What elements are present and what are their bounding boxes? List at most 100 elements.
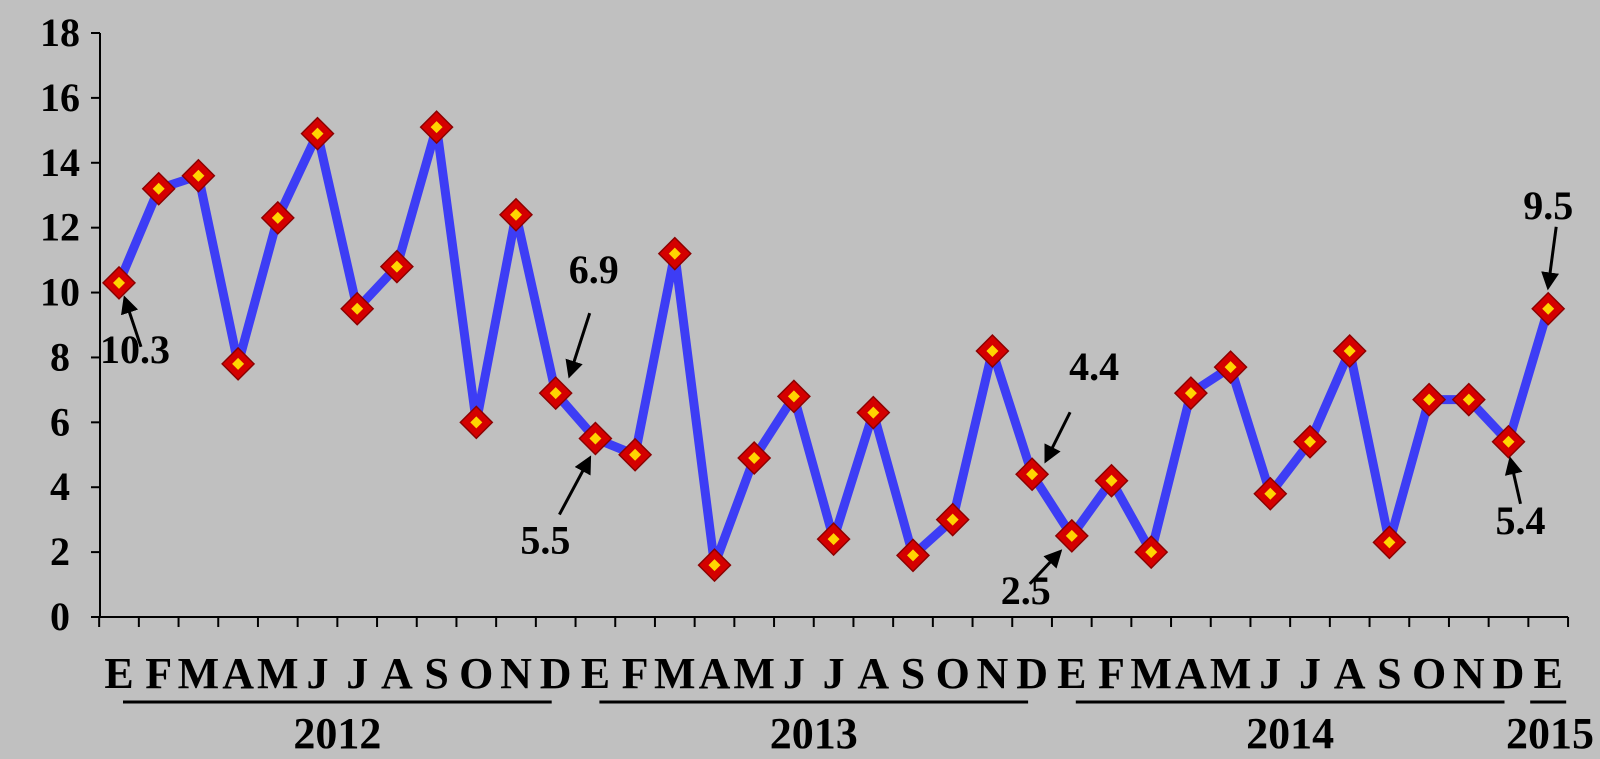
data-point-marker (935, 502, 970, 537)
y-tick-label: 14 (40, 140, 80, 185)
marker-center (311, 127, 324, 140)
x-tick-label: N (500, 649, 532, 698)
data-point-marker (141, 171, 176, 206)
x-tick-label: O (936, 649, 970, 698)
year-label: 2014 (1246, 709, 1334, 758)
annotation-label: 2.5 (1001, 568, 1051, 613)
annotation-arrow (565, 312, 592, 379)
marker-center (1264, 487, 1277, 500)
marker-center (152, 182, 165, 195)
year-label: 2015 (1506, 709, 1594, 758)
data-point-marker (379, 249, 414, 284)
x-tick-label: J (346, 649, 368, 698)
x-tick-label: E (104, 649, 133, 698)
data-point-marker (1134, 535, 1169, 570)
x-tick-label: D (1493, 649, 1525, 698)
marker-center (1383, 536, 1396, 549)
year-label: 2012 (293, 709, 381, 758)
annotation-label: 10.3 (100, 327, 170, 372)
marker-center (390, 260, 403, 273)
marker-center (946, 513, 959, 526)
data-point-marker (419, 110, 454, 145)
series-line-group (114, 122, 1553, 570)
x-tick-label: M (257, 649, 299, 698)
marker-center (271, 211, 284, 224)
marker-center (1065, 529, 1078, 542)
marker-center (1184, 387, 1197, 400)
data-point-marker (1451, 382, 1486, 417)
marker-center (1145, 546, 1158, 559)
x-tick-label: M (654, 649, 696, 698)
data-point-marker (896, 538, 930, 573)
y-tick-label: 6 (50, 399, 70, 444)
y-tick-label: 2 (50, 529, 70, 574)
data-point-marker (1015, 457, 1050, 492)
annotation-arrow (1504, 456, 1523, 505)
annotation-arrow (1044, 411, 1072, 464)
x-tick-label: D (1016, 649, 1048, 698)
data-point-marker (657, 236, 692, 271)
x-tick-label: S (424, 649, 448, 698)
y-tick-label: 4 (50, 464, 70, 509)
data-point-marker (1491, 424, 1526, 459)
x-tick-label: J (307, 649, 329, 698)
x-tick-label: S (901, 649, 925, 698)
y-tick-label: 8 (50, 334, 70, 379)
marker-center (1224, 361, 1237, 374)
marker-center (430, 121, 443, 134)
x-tick-label: M (178, 649, 220, 698)
data-point-marker (1094, 463, 1129, 498)
data-point-marker (578, 421, 613, 456)
data-point-marker (776, 379, 811, 414)
marker-center (827, 533, 840, 546)
marker-center (1423, 393, 1436, 406)
data-markers (102, 110, 1566, 583)
marker-center (1542, 302, 1555, 315)
marker-center (1462, 393, 1475, 406)
x-tick-label: J (1259, 649, 1281, 698)
data-point-marker (1332, 333, 1367, 368)
data-point-marker (816, 522, 851, 557)
marker-center (192, 169, 205, 182)
x-tick-label: O (459, 649, 493, 698)
x-tick-label: A (222, 649, 254, 698)
marker-center (1105, 474, 1118, 487)
data-point-marker (1372, 525, 1407, 560)
annotation-label: 5.4 (1496, 498, 1546, 543)
y-tick-label: 16 (40, 75, 80, 120)
marker-center (986, 344, 999, 357)
x-tick-label: M (733, 649, 775, 698)
data-point-marker (1531, 291, 1566, 326)
x-tick-label: M (1210, 649, 1252, 698)
chart-axes (99, 33, 1569, 618)
series-line (114, 122, 1553, 570)
x-tick-label: N (1453, 649, 1485, 698)
marker-center (1304, 435, 1316, 448)
annotation-arrow (1541, 226, 1560, 291)
data-point-marker (697, 548, 732, 583)
x-tick-label: N (977, 649, 1009, 698)
annotation-arrow (558, 455, 592, 516)
marker-center (232, 357, 245, 370)
annotation-label: 6.9 (569, 247, 619, 292)
marker-center (351, 302, 364, 315)
x-tick-label: A (1334, 649, 1366, 698)
x-tick-label: E (581, 649, 610, 698)
data-point-marker (975, 333, 1010, 368)
marker-center (787, 390, 800, 403)
x-tick-label: M (1130, 649, 1172, 698)
marker-center (549, 387, 562, 400)
year-label: 2013 (770, 709, 858, 758)
data-point-marker (102, 265, 136, 300)
x-tick-label: D (540, 649, 572, 698)
x-tick-label: E (1057, 649, 1086, 698)
x-tick-label: F (622, 649, 649, 698)
data-point-marker (538, 376, 573, 411)
marker-center (668, 247, 681, 260)
data-point-marker (856, 395, 891, 430)
y-axis-ticks: 0 2 4 6 8 10 12 14 16 18 (40, 10, 100, 639)
data-point-marker (499, 197, 533, 232)
marker-center (867, 406, 880, 419)
